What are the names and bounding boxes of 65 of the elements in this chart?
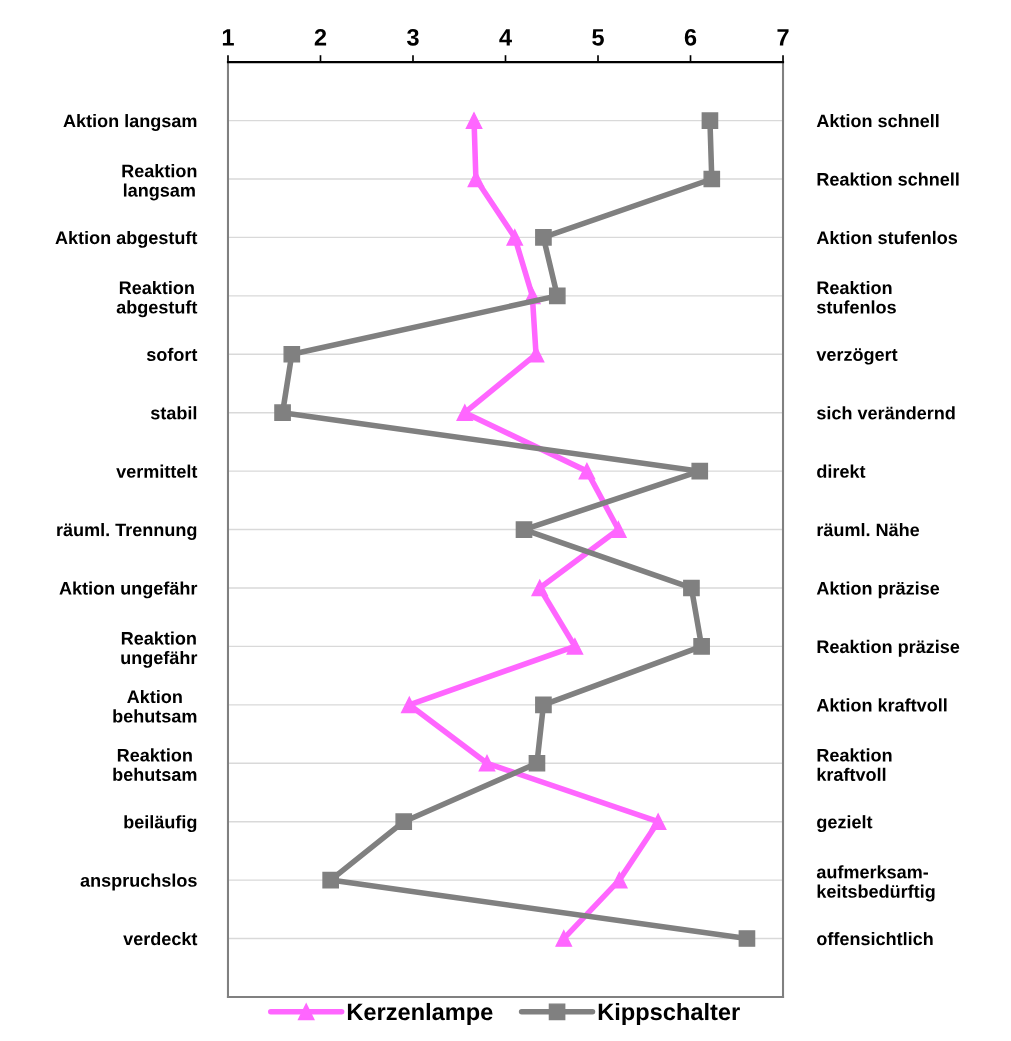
point: [578, 462, 596, 480]
x-tick-label: 3: [406, 28, 419, 46]
y2-tick-label: offensichtlich: [817, 932, 933, 946]
y-tick-label: vermittelt: [116, 464, 198, 478]
point: [535, 696, 552, 714]
point: [555, 930, 573, 947]
point: [515, 521, 533, 538]
y-tick-label: Reaktion langsam: [122, 164, 197, 201]
point: [528, 754, 546, 772]
y-tick-label: anspruchslos: [80, 873, 197, 891]
y-tick-label: beiläufig: [124, 815, 197, 833]
y2-tick-label: gezielt: [817, 815, 873, 833]
x-tick-label: 7: [777, 29, 789, 46]
y2-tick-label: Reaktion stufenlos: [816, 280, 896, 314]
point: [535, 229, 552, 246]
x-tick-label: 5: [592, 29, 604, 46]
legend-label: Kerzenlampe: [347, 1002, 493, 1025]
point: [531, 579, 549, 597]
point: [456, 404, 474, 422]
y2-tick-label: Aktion präzise: [816, 581, 940, 599]
y-tick-label: Reaktion behutsam: [113, 748, 197, 782]
y-tick-label: sofort: [146, 347, 198, 361]
y2-tick-label: Reaktion kraftvoll: [817, 748, 892, 782]
y-tick-label: Aktion behutsam: [113, 689, 197, 723]
y2-tick-label: Aktion stufenlos: [816, 230, 958, 245]
point: [465, 112, 483, 129]
point: [478, 754, 496, 772]
point: [649, 813, 667, 831]
point: [703, 170, 721, 188]
x-tick-label: 6: [684, 28, 697, 46]
x-tick-label: 4: [499, 29, 512, 46]
y-tick-label: Reaktion abgestuft: [116, 280, 198, 318]
y2-tick-label: räuml. Nähe: [817, 523, 920, 537]
x-tick-label: 1: [222, 29, 234, 46]
point: [395, 813, 413, 831]
point: [566, 638, 584, 655]
point: [693, 638, 710, 655]
y2-tick-label: verzögert: [816, 348, 898, 365]
point: [400, 696, 418, 714]
point: [283, 345, 301, 363]
point: [274, 404, 291, 422]
legend-label: Kippschalter: [598, 1002, 740, 1025]
y2-tick-label: sich verändernd: [816, 406, 955, 420]
point: [691, 462, 709, 480]
y-tick-label: stabil: [150, 406, 197, 420]
point: [683, 579, 700, 597]
y2-tick-label: aufmerksam- keitsbedürftig: [816, 865, 935, 902]
y-tick-label: Aktion ungefähr: [59, 581, 198, 599]
x-tick-label: 2: [314, 28, 327, 46]
point: [610, 521, 627, 538]
point: [506, 229, 524, 246]
y2-tick-label: direkt: [817, 464, 866, 478]
y-tick-label: Aktion abgestuft: [55, 230, 198, 248]
y2-tick-label: Aktion kraftvoll: [816, 698, 947, 712]
point: [738, 930, 756, 947]
y2-tick-label: Aktion schnell: [816, 114, 939, 128]
y-tick-label: Reaktion ungefähr: [121, 631, 198, 668]
y-tick-label: verdeckt: [123, 932, 198, 946]
point: [322, 871, 339, 889]
y-tick-label: Aktion langsam: [63, 114, 197, 131]
y-tick-label: räuml. Trennung: [57, 523, 197, 540]
y2-tick-label: Reaktion schnell: [817, 172, 959, 186]
y2-tick-label: Reaktion präzise: [817, 639, 960, 657]
point: [701, 112, 719, 129]
point: [548, 287, 566, 305]
